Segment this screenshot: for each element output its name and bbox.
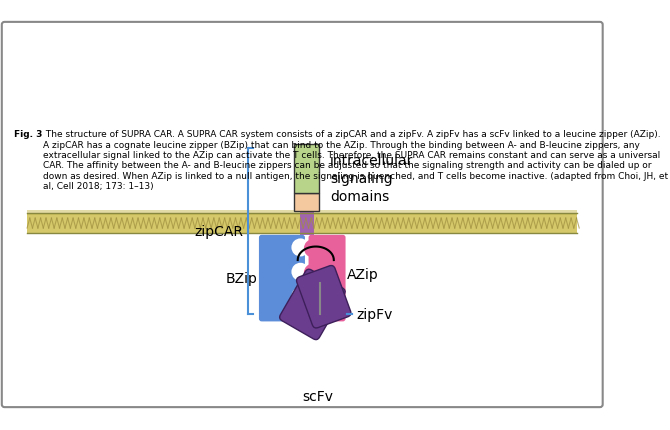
Circle shape [305,241,321,257]
Text: BZip: BZip [225,271,257,286]
Circle shape [291,263,310,281]
Bar [294,144,320,194]
FancyBboxPatch shape [297,266,351,328]
FancyBboxPatch shape [309,235,346,322]
Text: intracellular
signaling
domains: intracellular signaling domains [330,153,413,204]
Text: Fig. 3: Fig. 3 [13,130,42,139]
Bar [27,211,578,215]
Text: zipFv: zipFv [356,307,393,322]
Bar [27,214,578,233]
Circle shape [291,288,310,305]
FancyBboxPatch shape [2,23,603,407]
Text: zipCAR: zipCAR [194,224,244,239]
Bar [299,212,314,235]
Text: scFv: scFv [302,389,333,403]
FancyBboxPatch shape [259,235,305,322]
Circle shape [305,289,321,305]
Text: The structure of SUPRA CAR. A SUPRA CAR system consists of a zipCAR and a zipFv.: The structure of SUPRA CAR. A SUPRA CAR … [44,130,669,191]
Circle shape [291,239,310,257]
FancyBboxPatch shape [279,270,345,340]
Text: AZip: AZip [347,267,379,281]
Circle shape [305,265,321,281]
Bar [294,194,320,212]
